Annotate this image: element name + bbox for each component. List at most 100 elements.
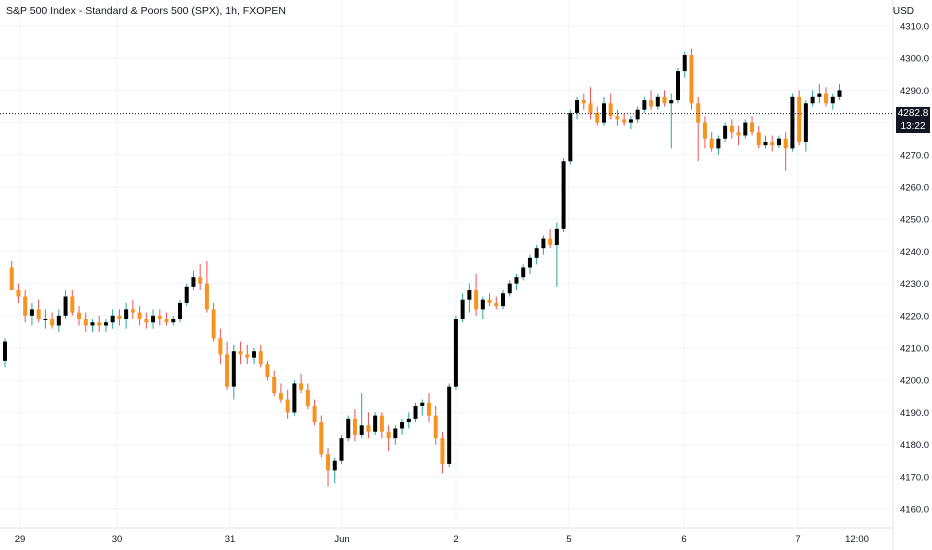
candle[interactable] xyxy=(63,290,68,320)
candle[interactable] xyxy=(312,399,317,426)
candle[interactable] xyxy=(837,83,842,101)
candle[interactable] xyxy=(406,412,411,429)
candle[interactable] xyxy=(151,309,156,329)
candle[interactable] xyxy=(184,283,189,307)
candle[interactable] xyxy=(332,457,337,484)
candle[interactable] xyxy=(669,93,674,149)
price-axis[interactable]: 4310.04300.04290.04280.04270.04260.04250… xyxy=(900,22,929,516)
candle[interactable] xyxy=(171,315,176,326)
candle[interactable] xyxy=(23,290,28,323)
candle[interactable] xyxy=(487,293,492,307)
candle[interactable] xyxy=(177,299,182,323)
candle[interactable] xyxy=(272,370,277,397)
candle[interactable] xyxy=(258,344,263,368)
candle[interactable] xyxy=(729,119,734,139)
candle[interactable] xyxy=(359,393,364,439)
candle[interactable] xyxy=(144,312,149,329)
candle[interactable] xyxy=(554,222,559,287)
candle[interactable] xyxy=(9,261,14,291)
candle[interactable] xyxy=(413,402,418,423)
candle[interactable] xyxy=(447,383,452,468)
candle[interactable] xyxy=(157,309,162,326)
candle[interactable] xyxy=(77,306,82,326)
candle[interactable] xyxy=(103,319,108,332)
candle[interactable] xyxy=(702,116,707,149)
candle[interactable] xyxy=(649,90,654,110)
candle[interactable] xyxy=(16,283,21,303)
candle[interactable] xyxy=(548,228,553,249)
candle[interactable] xyxy=(393,425,398,445)
candle[interactable] xyxy=(400,418,405,435)
candle[interactable] xyxy=(373,412,378,435)
candle[interactable] xyxy=(70,290,75,316)
candle[interactable] xyxy=(191,270,196,291)
candle[interactable] xyxy=(628,116,633,130)
candle[interactable] xyxy=(29,302,34,326)
candle[interactable] xyxy=(689,48,694,110)
candle[interactable] xyxy=(420,399,425,416)
candle[interactable] xyxy=(339,434,344,464)
candle[interactable] xyxy=(225,341,230,390)
candle[interactable] xyxy=(252,348,257,365)
candle[interactable] xyxy=(3,338,7,368)
candle[interactable] xyxy=(474,273,479,316)
candle[interactable] xyxy=(615,109,620,126)
candle[interactable] xyxy=(743,119,748,139)
candle[interactable] xyxy=(797,90,802,146)
candle[interactable] xyxy=(810,90,815,107)
candle[interactable] xyxy=(662,90,667,107)
candle[interactable] xyxy=(460,293,465,323)
candle[interactable] xyxy=(83,312,88,332)
candle[interactable] xyxy=(770,135,775,152)
candle[interactable] xyxy=(494,296,499,310)
candle[interactable] xyxy=(453,315,458,390)
candle[interactable] xyxy=(379,412,384,439)
candle[interactable] xyxy=(803,100,808,152)
candle[interactable] xyxy=(682,51,687,78)
candle[interactable] xyxy=(595,106,600,126)
candle[interactable] xyxy=(527,254,532,274)
candle[interactable] xyxy=(501,290,506,310)
candle[interactable] xyxy=(622,112,627,126)
candle[interactable] xyxy=(117,309,122,326)
candle[interactable] xyxy=(824,87,829,107)
candle[interactable] xyxy=(326,447,331,487)
candle[interactable] xyxy=(319,415,324,458)
candle[interactable] xyxy=(211,302,216,342)
candle[interactable] xyxy=(642,96,647,113)
candle[interactable] xyxy=(426,393,431,423)
candle[interactable] xyxy=(218,328,223,365)
candle[interactable] xyxy=(608,93,613,120)
candle[interactable] xyxy=(305,383,310,410)
time-axis[interactable]: 29 30 31 Jun 2 5 6 7 12:00 xyxy=(15,534,869,545)
candle[interactable] xyxy=(736,125,741,146)
candle[interactable] xyxy=(521,264,526,281)
candle[interactable] xyxy=(790,93,795,152)
candle[interactable] xyxy=(285,389,290,419)
candle[interactable] xyxy=(575,96,580,120)
candle[interactable] xyxy=(588,87,593,120)
candle[interactable] xyxy=(776,135,781,149)
candle[interactable] xyxy=(265,360,270,381)
candle[interactable] xyxy=(568,109,573,165)
candle[interactable] xyxy=(238,341,243,365)
candle[interactable] xyxy=(709,132,714,152)
candle[interactable] xyxy=(352,409,357,442)
candle[interactable] xyxy=(480,296,485,320)
candle[interactable] xyxy=(750,116,755,136)
candle[interactable] xyxy=(756,125,761,149)
candle[interactable] xyxy=(292,380,297,416)
candle[interactable] xyxy=(601,96,606,126)
candle[interactable] xyxy=(366,412,371,439)
candle[interactable] xyxy=(716,135,721,155)
candle[interactable] xyxy=(97,315,102,332)
candle[interactable] xyxy=(534,244,539,265)
candle[interactable] xyxy=(110,309,115,329)
candle[interactable] xyxy=(164,312,169,326)
candle[interactable] xyxy=(467,283,472,313)
candle[interactable] xyxy=(346,415,351,442)
candle[interactable] xyxy=(137,306,142,326)
candle[interactable] xyxy=(386,425,391,452)
candle[interactable] xyxy=(676,67,680,104)
